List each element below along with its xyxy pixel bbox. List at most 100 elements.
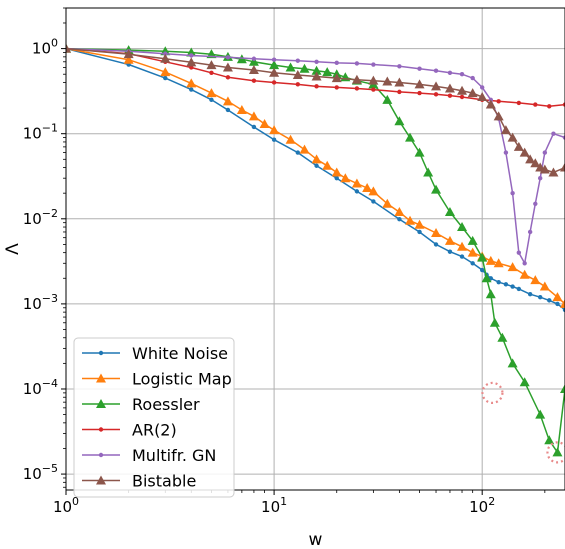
data-point-logistic-map — [444, 235, 455, 245]
y-tick-base: 10 — [23, 125, 42, 143]
highlight-markers — [481, 381, 565, 464]
y-tick-base: 10 — [32, 40, 51, 58]
data-point-multifr-gn — [479, 85, 485, 90]
data-point-roessler — [535, 409, 546, 419]
data-point-white-noise — [537, 294, 543, 300]
data-point-bistable — [368, 75, 379, 85]
legend-swatch-marker — [98, 427, 104, 432]
data-point-multifr-gn — [271, 57, 277, 62]
data-point-logistic-map — [186, 78, 197, 88]
legend-entry: Logistic Map — [82, 370, 232, 389]
data-point-bistable — [431, 81, 442, 91]
data-point-white-noise — [459, 254, 465, 259]
data-point-ar-2 — [251, 78, 257, 83]
data-point-white-noise — [503, 282, 509, 287]
data-point-bistable — [414, 79, 425, 89]
data-point-logistic-map — [311, 154, 322, 164]
data-point-bistable — [530, 158, 541, 168]
data-point-logistic-map — [431, 228, 442, 238]
legend-label: White Noise — [132, 344, 228, 363]
data-point-logistic-map — [414, 219, 425, 229]
data-point-roessler — [248, 56, 259, 66]
data-point-roessler — [431, 184, 442, 194]
legend-entry: White Noise — [82, 344, 228, 363]
data-point-bistable — [560, 162, 565, 172]
data-point-logistic-map — [485, 255, 496, 265]
legend-label: Multifr. GN — [132, 446, 216, 465]
data-point-multifr-gn — [510, 190, 515, 196]
x-tick-base: 10 — [53, 498, 72, 516]
y-tick-base: 10 — [23, 380, 42, 398]
data-point-white-noise — [371, 199, 376, 204]
data-point-bistable — [351, 74, 362, 84]
data-point-logistic-map — [123, 54, 134, 64]
data-point-bistable — [457, 85, 468, 95]
data-point-ar-2 — [334, 85, 339, 90]
data-point-roessler — [507, 358, 518, 368]
data-point-multifr-gn — [251, 56, 257, 61]
data-point-multifr-gn — [522, 261, 527, 266]
y-tick-label: 10−5 — [23, 462, 58, 483]
data-point-bistable — [66, 43, 71, 53]
data-point-roessler — [519, 377, 530, 387]
data-point-multifr-gn — [516, 250, 522, 255]
data-point-ar-2 — [417, 90, 422, 96]
data-point-white-noise — [510, 284, 515, 289]
data-point-bistable — [311, 71, 322, 81]
data-point-multifr-gn — [189, 53, 194, 58]
data-point-multifr-gn — [537, 175, 543, 181]
data-point-bistable — [206, 60, 217, 70]
legend-swatch-marker — [96, 399, 106, 408]
data-point-roessler — [560, 383, 565, 393]
data-point-bistable — [525, 154, 536, 164]
x-tick-exponent: 0 — [72, 495, 79, 508]
data-point-multifr-gn — [417, 66, 422, 71]
series-bistable — [66, 43, 565, 177]
data-point-white-noise — [251, 124, 257, 130]
data-point-logistic-map — [299, 144, 310, 154]
y-tick-label: 10−4 — [23, 377, 58, 398]
series-line-ar-2 — [66, 47, 565, 108]
legend-swatch-marker — [96, 373, 106, 383]
data-point-white-noise — [209, 97, 214, 103]
x-tick-base: 10 — [261, 498, 280, 516]
y-tick-exponent: −3 — [42, 292, 58, 305]
data-point-bistable — [382, 76, 393, 86]
data-point-bistable — [292, 69, 303, 79]
data-point-logistic-map — [322, 160, 333, 170]
series-logistic-map — [66, 43, 565, 308]
data-point-white-noise — [314, 163, 319, 168]
data-point-logistic-map — [331, 167, 342, 177]
data-point-white-noise — [470, 261, 475, 266]
data-point-logistic-map — [160, 67, 171, 77]
x-tick-exponent: 2 — [488, 495, 495, 508]
data-point-logistic-map — [236, 104, 247, 114]
data-point-bistable — [485, 99, 496, 109]
legend-label: Roessler — [132, 395, 200, 414]
data-point-ar-2 — [562, 102, 565, 107]
legend-entry: Multifr. GN — [82, 446, 216, 465]
data-point-white-noise — [334, 175, 339, 181]
data-point-roessler — [485, 289, 496, 299]
data-point-ar-2 — [533, 102, 538, 107]
data-point-bistable — [186, 57, 197, 67]
data-point-logistic-map — [248, 111, 259, 121]
data-point-white-noise — [555, 301, 560, 307]
data-point-roessler — [382, 94, 393, 104]
data-point-white-noise — [295, 150, 301, 155]
data-point-bistable — [539, 164, 550, 174]
x-axis-label: w — [309, 530, 323, 549]
data-point-ar-2 — [209, 70, 214, 75]
data-point-multifr-gn — [433, 68, 439, 73]
data-point-white-noise — [225, 107, 231, 113]
data-point-roessler — [552, 447, 563, 457]
data-point-bistable — [160, 53, 171, 63]
data-point-multifr-gn — [533, 201, 538, 207]
data-point-white-noise — [397, 216, 402, 222]
data-point-logistic-map — [539, 281, 550, 291]
data-point-logistic-map — [394, 207, 405, 217]
data-point-multifr-gn — [551, 131, 556, 136]
data-point-bistable — [493, 111, 504, 121]
data-point-multifr-gn — [503, 150, 509, 155]
